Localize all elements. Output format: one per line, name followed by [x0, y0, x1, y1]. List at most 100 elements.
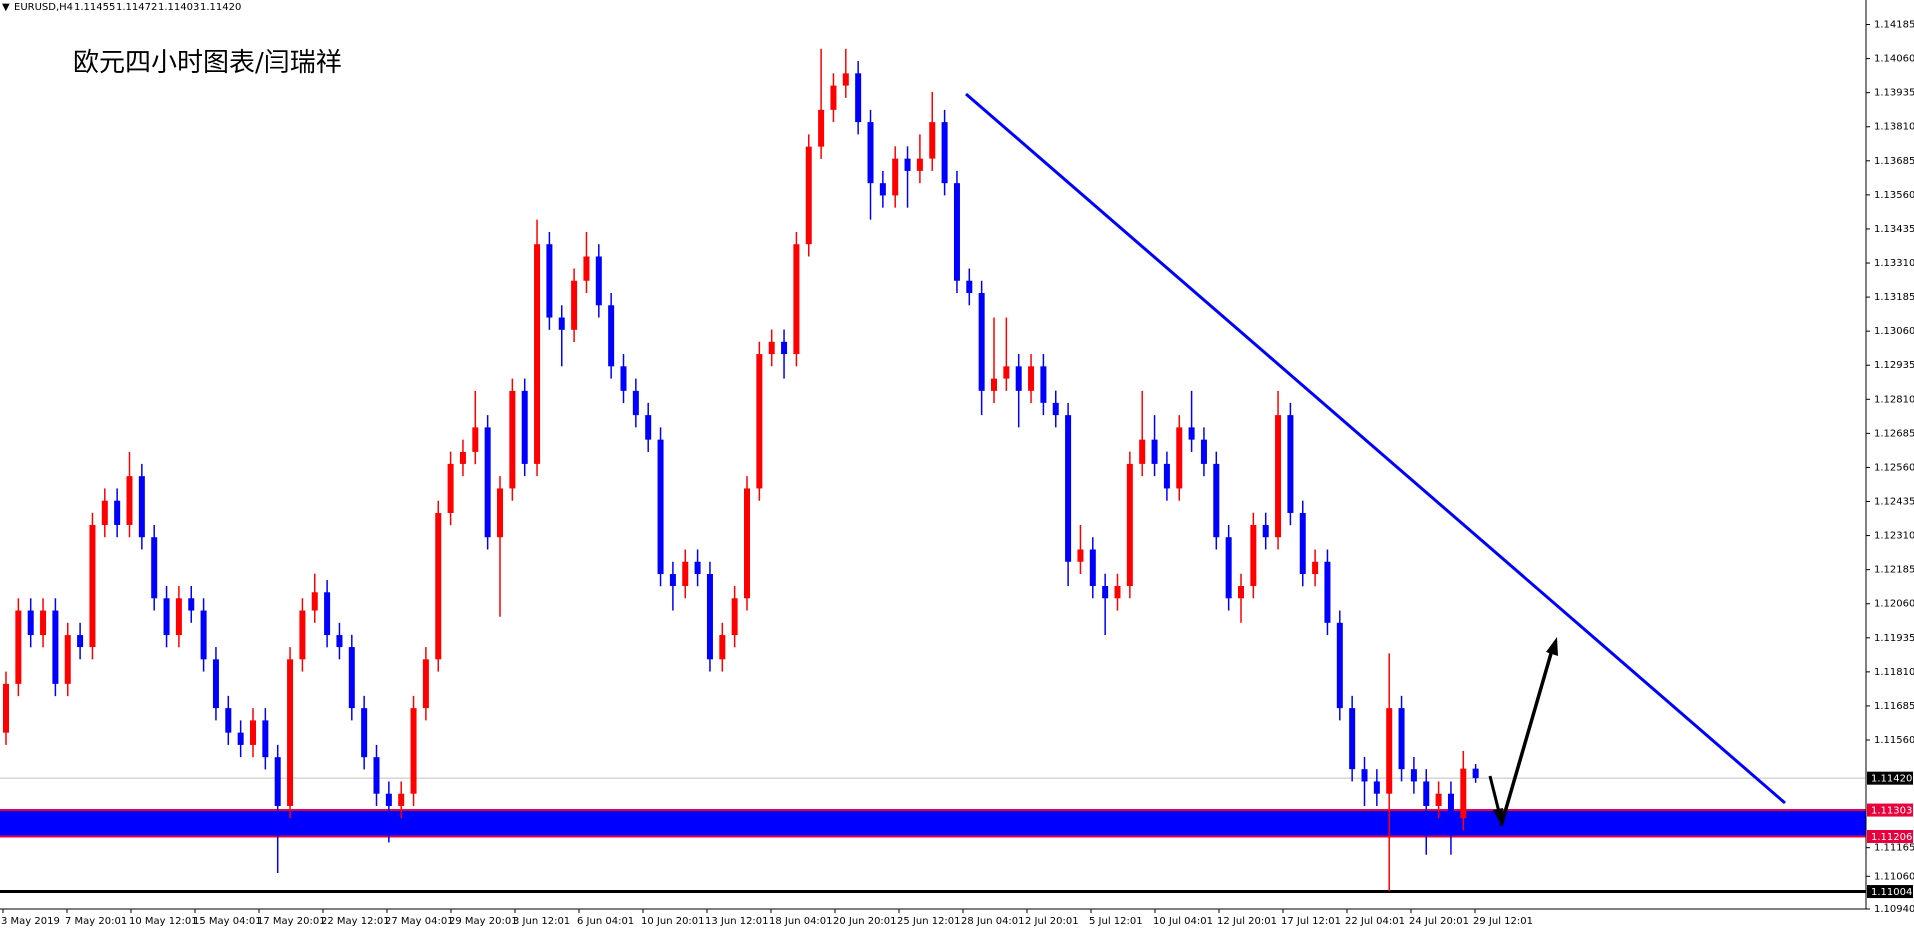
candle-body [608, 305, 615, 367]
x-tick-label: 15 May 04:01 [193, 916, 262, 927]
candle-body [892, 158, 899, 196]
candle-body [991, 378, 997, 391]
level-box [1867, 829, 1913, 843]
candle-body [15, 610, 22, 684]
x-tick-label: 10 May 12:01 [129, 916, 198, 927]
candle-body [299, 610, 306, 660]
candle-body [447, 463, 454, 513]
candle-body [361, 708, 368, 758]
level-label: 1.11420 [1871, 774, 1912, 785]
candle-body [1299, 512, 1306, 575]
candle-body [1275, 415, 1282, 538]
candle-body [1410, 769, 1417, 782]
level-box [1867, 803, 1913, 817]
y-tick-label: 1.11165 [1874, 843, 1914, 854]
candle-body [1472, 768, 1479, 779]
x-tick-label: 17 May 20:01 [257, 916, 326, 927]
candle-body [1336, 622, 1343, 709]
y-tick-label: 1.12810 [1874, 394, 1914, 405]
x-tick-label: 27 May 04:01 [385, 916, 454, 927]
candle-body [114, 500, 121, 525]
y-tick-label: 1.12060 [1874, 599, 1914, 610]
candle-body [1102, 586, 1109, 599]
x-tick-label: 3 Jun 12:01 [513, 916, 570, 927]
candle-body [1238, 586, 1244, 599]
candle-body [200, 610, 207, 660]
candle-body [27, 610, 34, 636]
candle-body [929, 122, 936, 159]
candle-body [1213, 463, 1220, 538]
candle-body [830, 85, 837, 110]
candle-body [126, 476, 133, 525]
zone-band [0, 810, 1866, 837]
x-tick-label: 2 Jul 20:01 [1025, 916, 1079, 927]
x-tick-label: 10 Jul 04:01 [1153, 916, 1213, 927]
candle-body [1423, 781, 1430, 806]
candle-body [953, 183, 960, 281]
candle-body [373, 757, 380, 794]
y-tick-label: 1.13435 [1874, 224, 1914, 235]
trend-line [965, 92, 1786, 805]
candle-body [719, 635, 726, 660]
candle-body [645, 415, 652, 440]
y-tick-label: 1.11935 [1874, 633, 1914, 644]
x-tick-label: 29 Jul 12:01 [1473, 916, 1533, 927]
candle-body [534, 244, 541, 464]
candle-body [101, 500, 108, 525]
candle-body [151, 537, 158, 599]
candle-body [1398, 708, 1405, 770]
chart-title: 欧元四小时图表/闫瑞祥 [73, 48, 342, 78]
y-tick-label: 1.13935 [1874, 88, 1914, 99]
candle-body [781, 341, 788, 355]
candle-body [385, 793, 392, 806]
candle-body [731, 598, 738, 636]
candle-body [583, 256, 590, 281]
candle-body [632, 390, 639, 416]
y-tick-label: 1.11060 [1874, 871, 1914, 882]
candles [3, 48, 1479, 892]
candle-body [1312, 561, 1319, 575]
y-tick-label: 1.14060 [1874, 54, 1914, 65]
quote-open: 1.11455 [74, 2, 115, 13]
candle-body [1052, 402, 1059, 416]
candle-body [805, 146, 812, 245]
candle-body [212, 659, 219, 709]
candle-body [1225, 537, 1232, 599]
candle-body [521, 390, 528, 464]
quote-high: 1.11472 [116, 2, 157, 13]
candle-body [1200, 439, 1207, 464]
candle-body [175, 598, 182, 636]
candle-body [422, 659, 429, 709]
candle-body [1151, 439, 1158, 464]
axes: 1.14185 1.14060 1.13935 1.13810 1.13685 1.135… [1, 20, 1914, 927]
candle-body [1349, 708, 1356, 770]
x-tick-label: 22 May 12:01 [321, 916, 390, 927]
candle-body [435, 512, 442, 660]
quote-close: 1.11420 [200, 2, 241, 13]
candle-body [558, 317, 565, 330]
candle-body [904, 158, 911, 171]
candle-body [64, 635, 71, 684]
y-tick-label: 1.12310 [1874, 531, 1914, 542]
level-label: 1.11004 [1871, 887, 1912, 898]
candle-body [484, 427, 491, 538]
candle-body [1447, 793, 1454, 819]
candle-body [250, 720, 256, 745]
candle-body [1250, 524, 1257, 587]
level-box [1867, 771, 1913, 785]
candle-body [509, 390, 516, 489]
x-tick-label: 25 Jun 12:01 [897, 916, 961, 927]
candle-body [1188, 427, 1195, 440]
candle-body [682, 561, 689, 587]
candle-body [89, 524, 96, 648]
candle-body [225, 708, 232, 733]
y-tick-label: 1.13685 [1874, 156, 1914, 167]
candle-body [138, 476, 145, 538]
candle-body [966, 280, 973, 294]
candle-body [1015, 366, 1022, 391]
candle-body [978, 293, 985, 391]
candle-body [52, 610, 59, 684]
candle-body [1139, 439, 1146, 464]
candle-body [1373, 781, 1380, 794]
